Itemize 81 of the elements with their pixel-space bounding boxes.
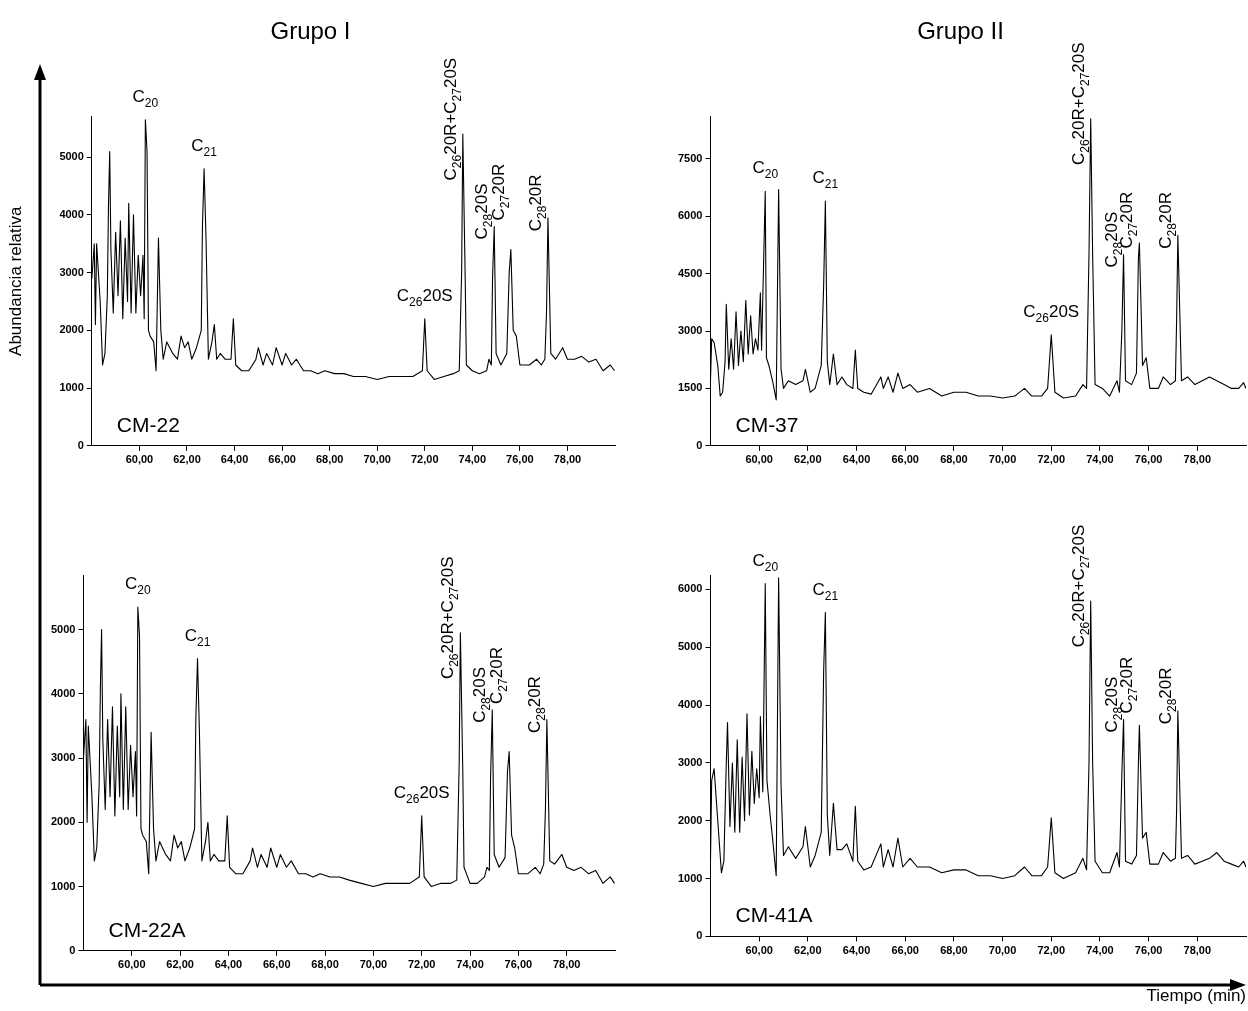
annotation: CM-22: [116, 412, 180, 436]
annotation: C2620R+C2720S: [440, 57, 464, 181]
x-tick-label: 68,00: [940, 944, 968, 957]
y-tick-label: 0: [696, 438, 703, 451]
x-tick-label: 60,00: [745, 944, 773, 957]
x-tick-label: 78,00: [553, 453, 582, 466]
annotation: CM-22A: [108, 917, 186, 941]
y-tick-label: 2000: [677, 813, 703, 826]
x-tick-label: 60,00: [745, 453, 773, 466]
x-tick-label: 70,00: [988, 944, 1017, 957]
x-tick-label: 74,00: [458, 453, 487, 466]
y-tick-label: 7500: [677, 151, 703, 164]
y-tick-label: 5000: [677, 640, 703, 653]
x-tick-label: 66,00: [268, 453, 296, 466]
x-tick-label: 74,00: [1086, 453, 1114, 466]
annotation: C2820R: [1155, 667, 1179, 725]
annotation: C2620R+C2720S: [438, 556, 462, 680]
x-tick-label: 74,00: [456, 958, 484, 971]
x-tick-label: 68,00: [315, 453, 344, 466]
annotation: C2620R+C2720S: [1068, 42, 1092, 166]
y-tick-label: 6000: [677, 209, 703, 222]
y-tick-label: 0: [77, 438, 84, 451]
x-tick-label: 72,00: [1037, 453, 1066, 466]
x-tick-label: 62,00: [794, 453, 822, 466]
y-tick-label: 6000: [677, 582, 703, 595]
annotation: C2820R: [524, 676, 548, 733]
x-tick-label: 64,00: [220, 453, 249, 466]
x-tick-label: 76,00: [1134, 453, 1163, 466]
x-tick-label: 74,00: [1086, 944, 1114, 957]
annotation: CM-37: [735, 412, 799, 436]
x-tick-label: 72,00: [411, 453, 439, 466]
y-tick-label: 0: [696, 929, 703, 942]
x-tick-label: 66,00: [891, 453, 919, 466]
x-axis-title: Tiempo (min): [1146, 986, 1246, 1006]
y-tick-label: 3000: [50, 751, 76, 764]
x-tick-label: 62,00: [173, 453, 201, 466]
y-tick-label: 4500: [677, 266, 703, 279]
x-tick-label: 62,00: [166, 958, 194, 971]
x-tick-label: 70,00: [359, 958, 388, 971]
x-tick-label: 78,00: [552, 958, 581, 971]
annotation: C2820R: [525, 174, 550, 232]
x-tick-label: 78,00: [1183, 453, 1212, 466]
x-tick-label: 72,00: [407, 958, 436, 971]
y-tick-label: 3000: [59, 265, 84, 278]
x-tick-label: 68,00: [940, 453, 968, 466]
x-tick-label: 70,00: [363, 453, 391, 466]
x-tick-label: 76,00: [1134, 944, 1163, 957]
y-tick-label: 3000: [677, 324, 703, 337]
x-tick-label: 66,00: [891, 944, 919, 957]
y-tick-label: 1000: [59, 381, 84, 394]
y-tick-label: 5000: [50, 622, 76, 635]
x-tick-label: 78,00: [1183, 944, 1212, 957]
annotation: C2620R+C2720S: [1068, 524, 1092, 648]
annotation: C2820R: [1155, 191, 1179, 249]
y-tick-label: 4000: [50, 686, 76, 699]
x-tick-label: 70,00: [988, 453, 1017, 466]
y-tick-label: 2000: [59, 323, 84, 336]
y-tick-label: 4000: [59, 207, 84, 220]
y-axis-title: Abundancia relativa: [5, 206, 25, 356]
chart-title: Grupo II: [917, 17, 1004, 45]
x-tick-label: 68,00: [311, 958, 339, 971]
chart-title: Grupo I: [270, 17, 351, 45]
x-tick-label: 64,00: [214, 958, 243, 971]
y-tick-label: 2000: [50, 815, 76, 828]
x-tick-label: 64,00: [842, 453, 871, 466]
y-tick-label: 5000: [59, 150, 84, 163]
x-tick-label: 76,00: [506, 453, 534, 466]
x-tick-label: 76,00: [504, 958, 533, 971]
y-tick-label: 0: [69, 943, 76, 956]
y-tick-label: 1500: [677, 381, 703, 394]
annotation: CM-41A: [735, 903, 813, 927]
y-tick-label: 1000: [677, 871, 703, 884]
x-tick-label: 72,00: [1037, 944, 1066, 957]
y-tick-label: 3000: [677, 755, 703, 768]
y-tick-label: 1000: [50, 879, 76, 892]
y-tick-label: 4000: [677, 698, 703, 711]
x-tick-label: 64,00: [842, 944, 871, 957]
x-tick-label: 62,00: [794, 944, 822, 957]
x-tick-label: 66,00: [262, 958, 291, 971]
x-tick-label: 60,00: [118, 958, 146, 971]
x-tick-label: 60,00: [125, 453, 154, 466]
